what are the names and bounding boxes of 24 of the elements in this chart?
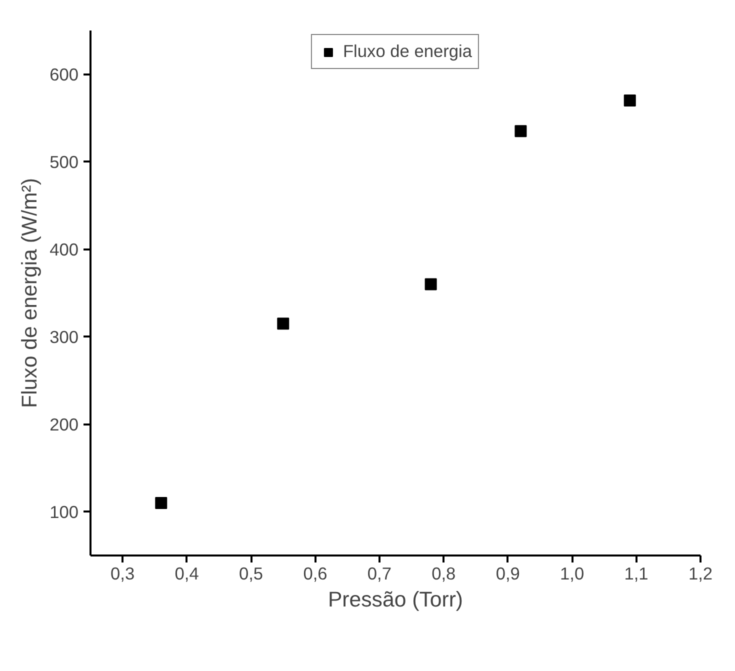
y-tick-label: 300 [50,326,79,347]
x-tick-label: 0,4 [174,564,200,584]
y-axis-title: Fluxo de energia (W/m²) [18,178,42,408]
x-tick-label: 0,8 [432,564,456,584]
y-tick-label: 600 [50,64,79,84]
x-tick-label: 1,1 [624,564,648,584]
legend-label: Fluxo de energia [342,41,472,62]
y-tick-label: 400 [50,239,79,260]
x-tick-label: 1,2 [688,564,713,584]
y-tick-label: 500 [50,152,79,172]
x-tick-label: 0,9 [496,564,520,584]
point [514,125,527,138]
point [424,278,437,290]
x-axis-title: Pressão (Torr) [328,588,464,612]
y-tick-label: 100 [50,502,79,522]
x-tick-label: 0,7 [367,564,392,584]
y-tick-label: 200 [50,414,79,434]
point [624,94,636,106]
point [155,497,168,509]
x-tick-label: 1,0 [560,564,584,584]
x-tick-label: 0,3 [110,564,135,584]
x-tick-label: 0,5 [238,564,264,584]
x-tick-label: 0,6 [303,564,328,584]
point [277,318,290,330]
